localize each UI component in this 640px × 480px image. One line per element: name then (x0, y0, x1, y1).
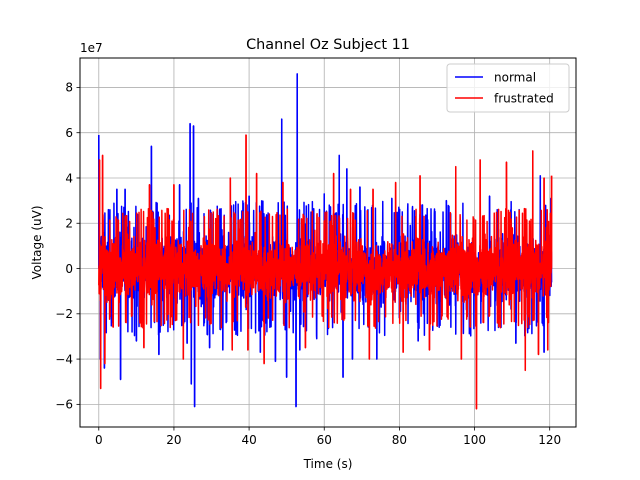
series-line-frustrated (98, 134, 553, 410)
legend-box (446, 63, 570, 113)
y-tick-label: 4 (65, 171, 73, 185)
y-tick-label: 6 (65, 126, 73, 140)
y-tick-label: 8 (65, 81, 73, 95)
legend: normal frustrated (446, 63, 570, 113)
y-tick-label: 2 (65, 217, 73, 231)
x-tick-label: 120 (538, 433, 561, 447)
plot-area (98, 73, 553, 410)
x-tick-label: 60 (317, 433, 332, 447)
legend-label-normal: normal (494, 71, 536, 85)
y-tick-label: −4 (55, 352, 73, 366)
series-group (98, 73, 553, 410)
y-tick-label: −6 (55, 398, 73, 412)
x-tick-label: 0 (95, 433, 103, 447)
y-axis-scale-label: 1e7 (80, 41, 103, 55)
y-axis-label: Voltage (uV) (30, 205, 44, 279)
x-tick-label: 100 (463, 433, 486, 447)
x-tick-label: 40 (241, 433, 256, 447)
x-tick-label: 80 (392, 433, 407, 447)
y-axis-ticks: −6 −4 −2 0 2 4 6 8 (55, 81, 80, 412)
axes-frame (79, 57, 577, 428)
x-tick-label: 20 (166, 433, 181, 447)
chart-title: Channel Oz Subject 11 (246, 37, 410, 53)
x-axis-ticks: 0 20 40 60 80 100 120 (95, 427, 561, 447)
y-tick-label: 0 (65, 262, 73, 276)
x-axis-label: Time (s) (303, 457, 353, 471)
y-tick-label: −2 (55, 307, 73, 321)
legend-label-frustrated: frustrated (494, 92, 554, 106)
